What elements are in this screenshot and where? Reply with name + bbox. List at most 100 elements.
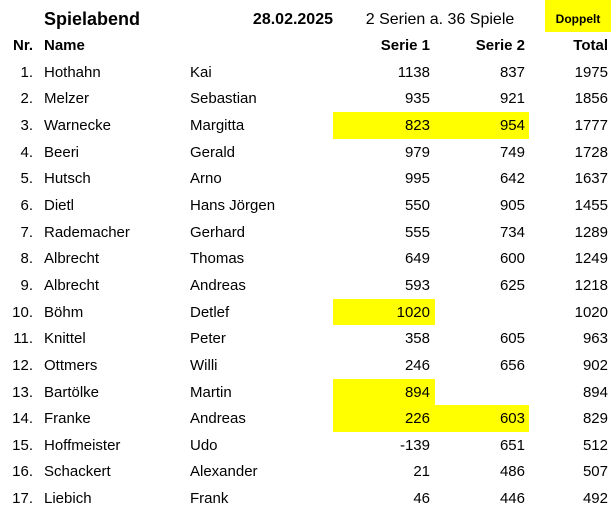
cell-serie1: 21 xyxy=(413,463,430,481)
cell-last-name: Knittel xyxy=(44,330,86,348)
cell-total: 829 xyxy=(582,410,608,428)
table-body: 1. Hothahn Kai 1138 837 1975 2. Melzer S… xyxy=(0,59,611,512)
cell-rank: 3. xyxy=(20,117,33,135)
cell-serie1: 894 xyxy=(333,378,435,406)
cell-total: 894 xyxy=(582,383,608,401)
table-row: 5. Hutsch Arno 995 642 1637 xyxy=(0,166,611,193)
cell-first-name: Kai xyxy=(190,63,212,81)
cell-serie1: 823 xyxy=(333,112,435,139)
cell-first-name: Margitta xyxy=(190,117,245,135)
cell-total: 1728 xyxy=(574,143,608,161)
cell-first-name: Andreas xyxy=(190,410,246,428)
cell-first-name: Udo xyxy=(190,436,218,454)
cell-first-name: Sebastian xyxy=(190,90,257,108)
cell-rank: 6. xyxy=(20,197,33,215)
cell-serie2 xyxy=(435,299,529,326)
cell-last-name: Schackert xyxy=(44,463,111,481)
cell-serie2: 625 xyxy=(499,276,525,294)
cell-first-name: Hans Jörgen xyxy=(190,197,276,215)
cell-serie2: 837 xyxy=(499,63,525,81)
cell-serie2: 749 xyxy=(499,143,525,161)
table-row: 9. Albrecht Andreas 593 625 1218 xyxy=(0,272,611,299)
cell-rank: 11. xyxy=(13,330,33,348)
cell-serie1: 555 xyxy=(404,223,430,241)
cell-first-name: Peter xyxy=(190,330,226,348)
cell-last-name: Albrecht xyxy=(44,250,100,268)
cell-first-name: Gerhard xyxy=(190,223,246,241)
cell-total: 507 xyxy=(582,463,608,481)
cell-serie1: 226 xyxy=(333,405,435,432)
cell-first-name: Thomas xyxy=(190,250,245,268)
cell-serie1: 46 xyxy=(413,490,430,508)
cell-first-name: Martin xyxy=(190,383,232,401)
cell-first-name: Willi xyxy=(190,356,218,374)
cell-rank: 12. xyxy=(12,356,33,374)
cell-rank: 17. xyxy=(12,490,33,508)
column-header-serie2: Serie 2 xyxy=(475,37,525,54)
table-row: 6. Dietl Hans Jörgen 550 905 1455 xyxy=(0,192,611,219)
cell-rank: 9. xyxy=(20,276,33,294)
cell-serie2: 954 xyxy=(435,112,529,139)
table-row: 15. Hoffmeister Udo -139 651 512 xyxy=(0,432,611,459)
cell-first-name: Detlef xyxy=(190,303,230,321)
cell-total: 1637 xyxy=(574,170,608,188)
table-row: 16. Schackert Alexander 21 486 507 xyxy=(0,459,611,486)
cell-serie1: 995 xyxy=(404,170,430,188)
cell-serie1: 550 xyxy=(404,197,430,215)
table-row: 3. Warnecke Margitta 823 954 1777 xyxy=(0,112,611,139)
column-header-total: Total xyxy=(573,37,608,54)
table-row: 10. Böhm Detlef 1020 1020 xyxy=(0,298,611,326)
cell-last-name: Rademacher xyxy=(44,223,130,241)
cell-serie2: 921 xyxy=(499,90,525,108)
cell-total: 1289 xyxy=(574,223,608,241)
cell-last-name: Böhm xyxy=(44,303,84,321)
cell-serie1: 246 xyxy=(404,356,430,374)
cell-serie1: 358 xyxy=(404,330,430,348)
cell-rank: 1. xyxy=(20,63,33,81)
table-row: 1. Hothahn Kai 1138 837 1975 xyxy=(0,59,611,86)
cell-serie2: 600 xyxy=(499,250,525,268)
column-header-name: Name xyxy=(44,37,85,54)
cell-last-name: Dietl xyxy=(44,197,75,215)
cell-total: 963 xyxy=(582,330,608,348)
cell-rank: 7. xyxy=(20,223,33,241)
table-row: 7. Rademacher Gerhard 555 734 1289 xyxy=(0,219,611,246)
cell-first-name: Gerald xyxy=(190,143,236,161)
cell-serie2: 651 xyxy=(499,436,525,454)
cell-last-name: Hoffmeister xyxy=(44,436,121,454)
table-row: 13. Bartölke Martin 894 894 xyxy=(0,378,611,406)
column-header-nr: Nr. xyxy=(12,37,33,54)
cell-last-name: Beeri xyxy=(44,143,80,161)
table-row: 14. Franke Andreas 226 603 829 xyxy=(0,405,611,432)
table-row: 2. Melzer Sebastian 935 921 1856 xyxy=(0,86,611,113)
cell-serie2: 446 xyxy=(499,490,525,508)
cell-serie2: 905 xyxy=(499,197,525,215)
cell-total: 1777 xyxy=(574,117,608,135)
doppelt-badge: Doppelt xyxy=(545,0,611,32)
cell-total: 1975 xyxy=(574,63,608,81)
table-row: 17. Liebich Frank 46 446 492 xyxy=(0,485,611,512)
cell-rank: 8. xyxy=(20,250,33,268)
cell-last-name: Hutsch xyxy=(44,170,91,188)
cell-rank: 2. xyxy=(20,90,33,108)
cell-serie2: 605 xyxy=(499,330,525,348)
cell-last-name: Bartölke xyxy=(44,383,100,401)
cell-last-name: Albrecht xyxy=(44,276,100,294)
page-title: Spielabend xyxy=(44,9,141,29)
cell-serie2: 642 xyxy=(499,170,525,188)
series-info: 2 Serien a. 36 Spiele xyxy=(365,11,515,28)
cell-rank: 5. xyxy=(20,170,33,188)
cell-serie2: 656 xyxy=(499,356,525,374)
cell-total: 1249 xyxy=(574,250,608,268)
table-row: 8. Albrecht Thomas 649 600 1249 xyxy=(0,245,611,272)
cell-total: 902 xyxy=(582,356,608,374)
cell-rank: 4. xyxy=(20,143,33,161)
cell-first-name: Frank xyxy=(190,490,229,508)
column-header-serie1: Serie 1 xyxy=(380,37,430,54)
event-date: 28.02.2025 xyxy=(252,11,333,28)
cell-serie1: -139 xyxy=(399,436,430,454)
cell-first-name: Alexander xyxy=(190,463,258,481)
table-row: 12. Ottmers Willi 246 656 902 xyxy=(0,352,611,379)
cell-rank: 10. xyxy=(12,303,33,321)
